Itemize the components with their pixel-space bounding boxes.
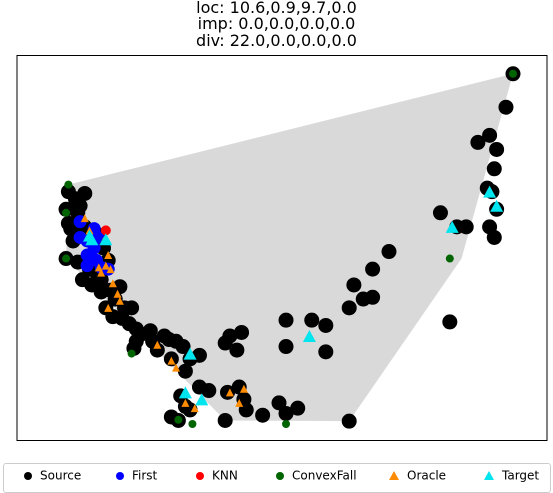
target-point <box>445 220 459 233</box>
convexfall-point <box>282 420 291 428</box>
legend-label-target: Target <box>502 468 540 483</box>
legend-label-knn: KNN <box>212 468 238 483</box>
legend-marker-knn <box>196 471 204 480</box>
oracle-point <box>80 214 89 223</box>
oracle-point <box>101 261 110 270</box>
source-point <box>255 407 271 423</box>
legend-item-convexfall: ConvexFall <box>276 468 357 483</box>
oracle-point <box>235 398 244 407</box>
source-point <box>318 344 334 360</box>
oracle-point <box>181 398 190 407</box>
oracle-point <box>190 404 199 413</box>
oracle-point <box>115 296 124 305</box>
target-point <box>302 330 316 342</box>
source-point <box>318 317 334 333</box>
convexfall-point <box>445 254 454 263</box>
source-point <box>201 383 217 399</box>
convexfall-point <box>188 420 197 428</box>
source-point <box>93 284 109 300</box>
oracle-point <box>172 363 181 372</box>
source-point <box>486 229 502 245</box>
source-point <box>63 221 79 237</box>
legend-item-target: Target <box>484 468 539 483</box>
source-point <box>278 405 294 421</box>
source-point <box>271 395 287 411</box>
source-point <box>112 279 128 295</box>
legend-label-source: Source <box>40 468 82 483</box>
source-point <box>365 289 381 305</box>
oracle-point <box>167 356 176 365</box>
oracle-point <box>106 265 115 274</box>
target-point <box>483 185 497 198</box>
chart-title-line-2: imp: 0.0,0.0,0.0,0.0 <box>197 14 356 33</box>
oracle-point <box>108 279 117 288</box>
source-point <box>304 312 320 328</box>
convexfall-point <box>62 208 71 217</box>
legend-marker-oracle <box>389 471 399 480</box>
source-point <box>432 205 448 221</box>
convexfall-point <box>174 415 183 424</box>
convexfall-point <box>62 254 71 263</box>
oracle-point <box>239 384 248 393</box>
source-point <box>124 300 140 316</box>
source-point <box>290 400 306 416</box>
source-point <box>482 127 498 143</box>
source-point <box>365 261 381 277</box>
legend-label-convexfall: ConvexFall <box>292 468 357 483</box>
convexfall-point <box>64 180 73 189</box>
oracle-point <box>97 268 106 277</box>
source-point <box>149 342 165 358</box>
oracle-point <box>104 303 113 312</box>
target-point <box>183 347 197 360</box>
oracle-point <box>104 251 113 260</box>
source-point <box>381 244 397 260</box>
target-point <box>490 199 504 212</box>
oracle-point <box>225 388 234 397</box>
chart-title-line-3: div: 22.0,0.0,0.0,0.0 <box>196 31 357 50</box>
source-point <box>217 412 233 428</box>
target-point <box>85 233 99 246</box>
convexfall-point <box>509 69 517 78</box>
knn-point <box>100 225 111 236</box>
legend-item-knn: KNN <box>196 468 238 483</box>
legend-marker-first <box>116 471 124 480</box>
source-point <box>442 314 458 330</box>
source-point <box>177 363 193 379</box>
source-point <box>470 134 486 150</box>
legend-label-oracle: Oracle <box>407 468 447 483</box>
source-point <box>346 277 362 293</box>
target-point <box>178 386 192 399</box>
source-point <box>175 339 191 355</box>
source-point <box>486 161 502 177</box>
source-point <box>341 300 357 316</box>
source-point <box>489 141 505 157</box>
legend-marker-source <box>24 471 32 480</box>
legend-label-first: First <box>132 468 158 483</box>
source-point <box>229 342 245 358</box>
source-point <box>278 339 294 355</box>
legend: Source First KNN ConvexFall Oracle Targe… <box>3 463 551 493</box>
legend-marker-convexfall <box>276 471 284 480</box>
oracle-point <box>153 340 162 349</box>
legend-item-first: First <box>116 468 157 483</box>
source-point <box>234 324 250 340</box>
convexfall-point <box>127 349 136 358</box>
target-point <box>99 233 113 246</box>
source-point <box>77 185 93 201</box>
source-point <box>341 413 357 429</box>
legend-item-source: Source <box>24 468 81 483</box>
source-point <box>498 99 514 115</box>
chart-title-line-1: loc: 10.6,0.9,9.7,0.0 <box>196 0 357 17</box>
scatter-plot <box>16 55 548 441</box>
first-point <box>80 259 94 273</box>
source-point <box>278 312 294 328</box>
target-point <box>195 393 209 406</box>
legend-item-oracle: Oracle <box>389 468 446 483</box>
legend-marker-target <box>484 471 494 480</box>
oracle-point <box>113 289 122 298</box>
source-point <box>222 328 238 344</box>
